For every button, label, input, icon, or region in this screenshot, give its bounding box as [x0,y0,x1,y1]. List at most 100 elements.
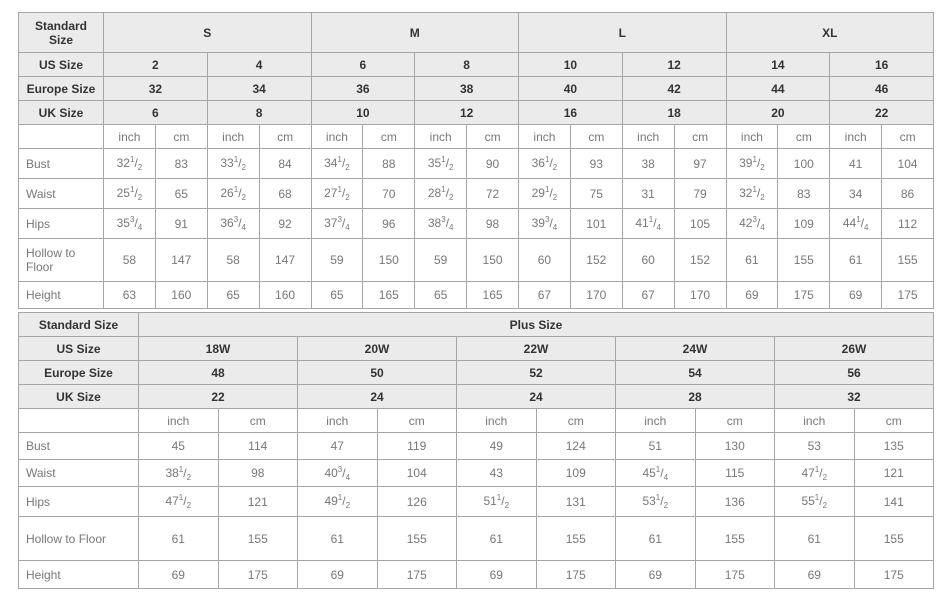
value-cell: 53 [774,432,855,460]
unit-cell: cm [362,124,416,149]
value-cell: 65 [414,281,468,309]
row-label: Standard Size [18,312,139,337]
value-cell: 93 [569,148,623,179]
value-cell: 165 [466,281,519,309]
unit-cell: inch [206,124,260,149]
value-cell: 155 [535,516,616,561]
unit-cell: inch [297,408,378,433]
size-cell: 10 [518,52,623,77]
unit-cell: cm [694,408,775,433]
unit-cell: inch [310,124,364,149]
value-cell: 109 [777,208,831,239]
row-label: US Size [18,336,139,361]
value-cell: 43 [456,459,537,487]
value-cell: 141 [853,486,934,517]
value-cell: 61 [774,516,855,561]
value-cell: 60 [518,238,571,282]
value-cell: 121 [853,459,934,487]
value-cell: 175 [881,281,934,309]
value-cell: 383/4 [414,208,468,239]
value-cell: 363/4 [206,208,260,239]
value-cell: 69 [297,560,378,589]
size-cell: M [310,12,519,53]
value-cell: 75 [569,178,623,209]
value-cell: 403/4 [297,459,378,487]
value-cell: 155 [881,238,934,282]
value-cell: 351/2 [414,148,468,179]
value-cell: 321/2 [725,178,779,209]
value-cell: 155 [376,516,457,561]
value-cell: 175 [535,560,616,589]
value-cell: 471/2 [774,459,855,487]
row-europe-size: Europe Size 32 34 36 38 40 42 44 46 [18,76,934,101]
unit-cell: inch [103,124,156,149]
value-cell: 160 [154,281,208,309]
size-cell: 24W [615,336,775,361]
unit-cell: inch [456,408,537,433]
row-hollow-to-floor: Hollow to Floor 61 155 61 155 61 155 61 155 61 155 [18,516,934,561]
value-cell: 491/2 [297,486,378,517]
value-cell: 79 [673,178,727,209]
value-cell: 98 [466,208,519,239]
value-cell: 69 [138,560,219,589]
measurement-label: Height [18,560,139,589]
value-cell: 511/2 [456,486,537,517]
row-label-empty [18,124,104,149]
value-cell: 170 [569,281,623,309]
size-cell: 54 [615,360,775,385]
value-cell: 423/4 [725,208,779,239]
size-cell: 22 [138,384,298,409]
unit-cell: inch [725,124,779,149]
row-europe-size: Europe Size 48 50 52 54 56 [18,360,934,385]
value-cell: 531/2 [615,486,696,517]
value-cell: 34 [829,178,883,209]
value-cell: 61 [456,516,537,561]
row-standard-size: Standard Size S M L XL [18,12,934,53]
size-cell: 36 [310,76,416,101]
value-cell: 68 [258,178,312,209]
measurement-label: Waist [18,459,139,487]
value-cell: 96 [362,208,416,239]
value-cell: 61 [829,238,883,282]
row-waist: Waist 251/2 65 261/2 68 271/2 70 281/2 72 291/2 75… [18,178,934,209]
value-cell: 321/2 [103,148,156,179]
unit-cell: cm [154,124,208,149]
value-cell: 98 [217,459,298,487]
value-cell: 58 [103,238,156,282]
measurement-label: Hips [18,486,139,517]
row-label: Europe Size [18,76,104,101]
value-cell: 45 [138,432,219,460]
unit-cell: cm [881,124,934,149]
value-cell: 69 [725,281,779,309]
size-cell: 20W [297,336,457,361]
value-cell: 155 [694,516,775,561]
value-cell: 90 [466,148,519,179]
size-cell: 22W [456,336,616,361]
value-cell: 61 [138,516,219,561]
size-cell: 16 [829,52,934,77]
unit-cell: cm [777,124,831,149]
value-cell: 391/2 [725,148,779,179]
value-cell: 381/2 [138,459,219,487]
row-height: Height 63 160 65 160 65 165 65 165 67 170 67 170 69 17… [18,281,934,309]
value-cell: 61 [725,238,779,282]
size-cell: S [103,12,312,53]
value-cell: 152 [569,238,623,282]
value-cell: 83 [777,178,831,209]
unit-cell: cm [258,124,312,149]
value-cell: 471/2 [138,486,219,517]
measurement-label: Hollow to Floor [18,238,104,282]
value-cell: 353/4 [103,208,156,239]
row-bust: Bust 45 114 47 119 49 124 51 130 53 135 [18,432,934,460]
value-cell: 92 [258,208,312,239]
value-cell: 101 [569,208,623,239]
row-units: inch cm inch cm inch cm inch cm inch cm inch cm inch… [18,124,934,149]
size-cell: 40 [518,76,623,101]
value-cell: 341/2 [310,148,364,179]
value-cell: 175 [694,560,775,589]
size-cell: 2 [103,52,208,77]
size-cell: 22 [829,100,934,125]
row-us-size: US Size 2 4 6 8 10 12 14 16 [18,52,934,77]
value-cell: 38 [621,148,675,179]
row-bust: Bust 321/2 83 331/2 84 341/2 88 351/2 90 361/2 93 3… [18,148,934,179]
